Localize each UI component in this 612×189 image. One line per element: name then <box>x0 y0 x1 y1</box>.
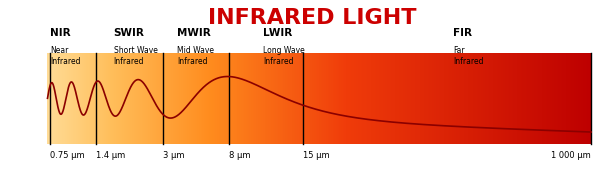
Text: 8 μm: 8 μm <box>229 151 250 160</box>
Text: NIR: NIR <box>50 28 71 38</box>
Text: 15 μm: 15 μm <box>304 151 330 160</box>
Text: Long Wave
Infrared: Long Wave Infrared <box>263 46 305 66</box>
Text: Far
Infrared: Far Infrared <box>453 46 483 66</box>
Text: MWIR: MWIR <box>177 28 211 38</box>
Text: Near
Infrared: Near Infrared <box>50 46 81 66</box>
Text: Mid Wave
Infrared: Mid Wave Infrared <box>177 46 214 66</box>
Text: 0.75 μm: 0.75 μm <box>50 151 85 160</box>
Text: Short Wave
Infrared: Short Wave Infrared <box>114 46 157 66</box>
Text: SWIR: SWIR <box>114 28 144 38</box>
Text: 3 μm: 3 μm <box>163 151 184 160</box>
Text: 1.4 μm: 1.4 μm <box>97 151 125 160</box>
Text: LWIR: LWIR <box>263 28 293 38</box>
Text: FIR: FIR <box>453 28 472 38</box>
Text: INFRARED LIGHT: INFRARED LIGHT <box>208 8 416 28</box>
Text: 1 000 μm: 1 000 μm <box>551 151 591 160</box>
